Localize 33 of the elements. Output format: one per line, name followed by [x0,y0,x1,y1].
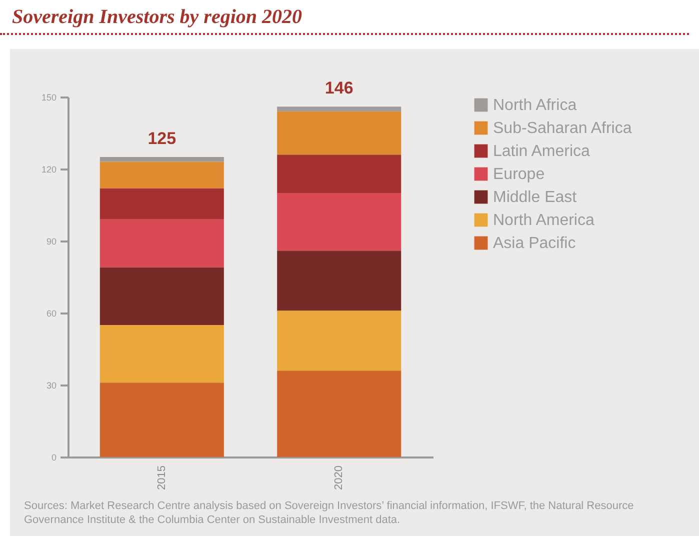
x-tick-label: 2015 [156,466,168,490]
legend-label: North Africa [493,97,577,114]
bar [100,157,224,162]
legend-label: North America [493,212,594,229]
y-tick-label: 30 [46,380,56,390]
bar [100,382,224,457]
total-label: 125 [148,129,176,148]
y-tick-label: 150 [41,92,56,102]
legend-label: Latin America [493,143,590,160]
bar [277,250,402,311]
bar [277,111,402,155]
legend-label: Europe [493,166,545,183]
source-note: Sources: Market Research Centre analysis based on Sovereign Investors’ financial information, IFSWF, the Natural Resource Governance Institute & the Columbia Center on Sustainable Investment data. [23,499,635,528]
bar [277,106,402,112]
bar [277,154,402,193]
chart-title: Sovereign Investors by region 2020 [0,0,689,35]
bar [277,193,402,251]
y-tick-label: 120 [41,164,56,174]
bar [100,188,224,220]
bar [277,370,402,457]
bar [277,310,402,371]
y-tick-label: 60 [46,308,56,318]
bar [100,325,224,383]
legend-label: Middle East [493,189,578,206]
y-tick-label: 90 [46,236,56,246]
bar [100,162,224,188]
x-tick-label: 2020 [333,466,346,490]
legend-label: Asia Pacific [493,235,576,252]
bar [100,219,224,268]
bar [100,267,224,325]
total-label: 146 [324,78,354,98]
y-tick-label: 0 [51,452,56,462]
legend-label: Sub-Saharan Africa [493,120,632,137]
